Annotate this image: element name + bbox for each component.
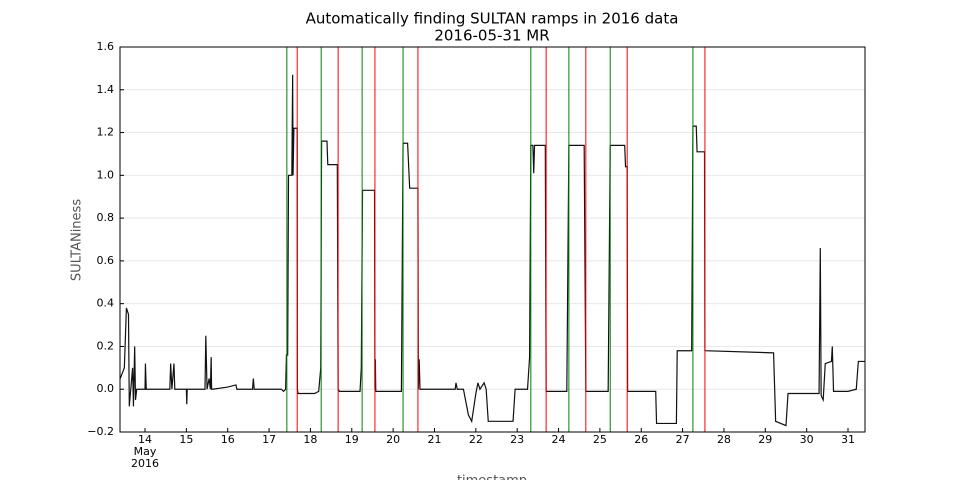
x-tick-label: 25 (593, 433, 607, 446)
y-tick-label: 1.2 (97, 126, 115, 139)
plot-frame (119, 46, 866, 433)
y-tick-label: 0.6 (97, 254, 115, 267)
chart-title: Automatically finding SULTAN ramps in 20… (306, 10, 679, 28)
x-year-label: 2016 (131, 457, 159, 470)
y-tick-label: 1.4 (97, 83, 115, 96)
x-tick-label: 30 (800, 433, 814, 446)
x-tick-label: 19 (345, 433, 359, 446)
y-tick-label: −0.2 (87, 425, 114, 438)
x-tick-label: 28 (717, 433, 731, 446)
x-tick-label: 31 (841, 433, 855, 446)
x-tick-label: 18 (303, 433, 317, 446)
x-tick-label: 16 (221, 433, 235, 446)
x-axis-label: timestamp (457, 474, 527, 481)
x-tick-label: 14 (138, 433, 152, 446)
x-tick-label: 17 (262, 433, 276, 446)
x-month-label: May (134, 445, 157, 458)
chart-subtitle: 2016-05-31 MR (434, 27, 549, 45)
x-tick-label: 29 (758, 433, 772, 446)
data-line (119, 74, 865, 427)
x-tick-label: 15 (179, 433, 193, 446)
y-axis-label: SULTANiness (70, 199, 85, 281)
x-tick-label: 23 (510, 433, 524, 446)
x-tick-label: 22 (469, 433, 483, 446)
y-tick-label: 1.0 (97, 168, 115, 181)
y-tick-label: 0.4 (97, 297, 115, 310)
x-tick-label: 24 (552, 433, 566, 446)
x-tick-label: 26 (634, 433, 648, 446)
x-tick-label: 27 (676, 433, 690, 446)
x-tick-label: 21 (427, 433, 441, 446)
y-tick-label: 0.0 (97, 382, 115, 395)
y-tick-label: 0.2 (97, 339, 115, 352)
y-tick-label: 1.6 (97, 40, 115, 53)
x-tick-label: 20 (386, 433, 400, 446)
y-tick-label: 0.8 (97, 211, 115, 224)
